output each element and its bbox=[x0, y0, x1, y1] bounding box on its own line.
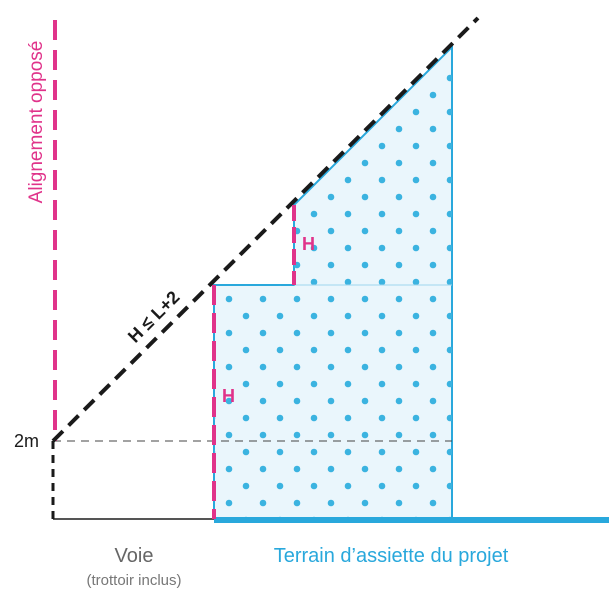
height-marker-label-upper: H bbox=[302, 234, 315, 254]
height-marker-label-lower: H bbox=[222, 386, 235, 406]
alignement-oppose-label: Alignement opposé bbox=[26, 41, 47, 204]
voie-sub-label: (trottoir inclus) bbox=[86, 572, 181, 589]
building-dot-pattern bbox=[214, 47, 452, 519]
prospect-rule-label: H ≤ L+2 bbox=[124, 287, 184, 347]
two-m-label: 2m bbox=[14, 431, 39, 451]
prospect-slope-line bbox=[51, 16, 480, 443]
terrain-label: Terrain d’assiette du projet bbox=[274, 545, 509, 567]
voie-label: Voie bbox=[115, 545, 154, 567]
